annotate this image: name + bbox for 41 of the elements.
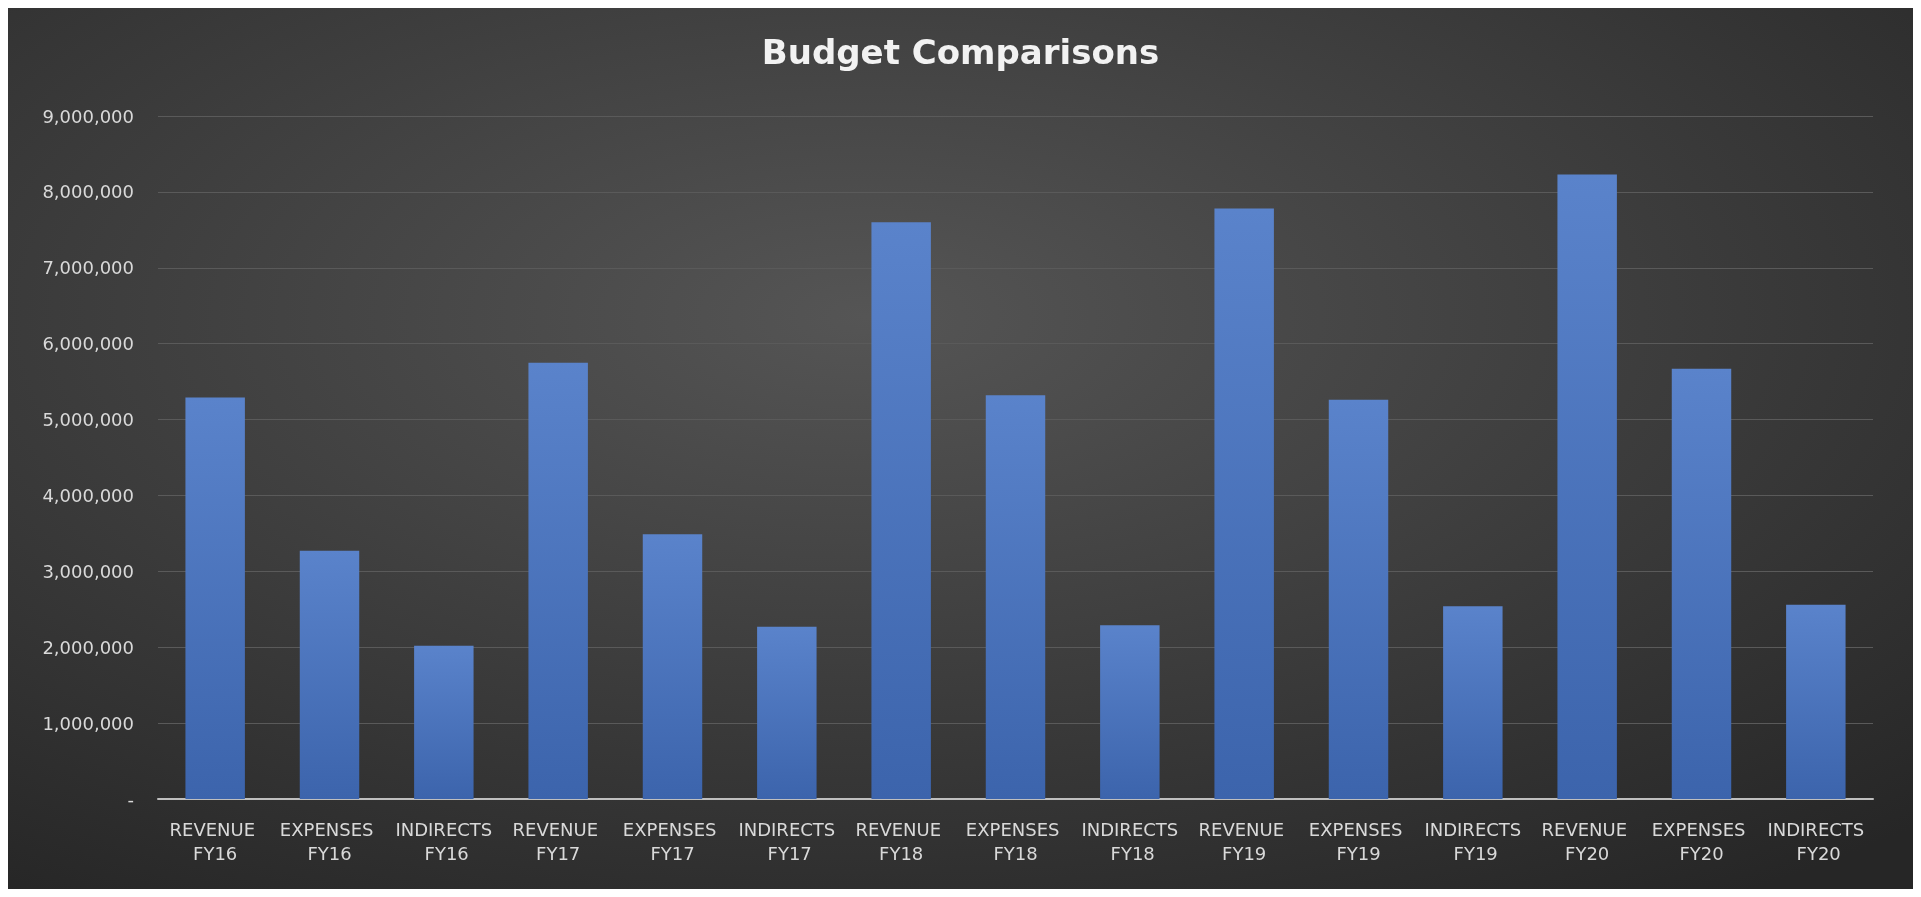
- bar: [414, 645, 474, 799]
- y-tick-label: 7,000,000: [42, 257, 134, 279]
- x-tick-label: REVENUE FY18: [855, 818, 947, 864]
- x-tick-label: REVENUE FY19: [1198, 818, 1290, 864]
- y-tick-label: 1,000,000: [42, 712, 134, 734]
- y-tick-label: 2,000,000: [42, 636, 134, 658]
- y-tick-label: 5,000,000: [42, 409, 134, 431]
- x-tick-label: INDIRECTS FY16: [395, 818, 493, 864]
- bar: [185, 397, 245, 799]
- bar: [299, 550, 360, 799]
- y-tick-label: 3,000,000: [42, 560, 134, 582]
- chart-title: Budget Comparisons: [761, 32, 1160, 72]
- y-tick-label: 9,000,000: [42, 105, 134, 127]
- bar: [1328, 399, 1389, 799]
- x-tick-label: EXPENSES FY19: [1308, 818, 1409, 864]
- x-tick-label: INDIRECTS FY18: [1081, 818, 1179, 864]
- bar: [871, 222, 931, 799]
- y-tick-label: -: [127, 788, 134, 810]
- bar: [528, 362, 588, 799]
- y-tick-label: 4,000,000: [42, 484, 134, 506]
- x-tick-label: EXPENSES FY16: [279, 818, 380, 864]
- bar: [1100, 625, 1160, 799]
- y-tick-label: 8,000,000: [42, 181, 134, 203]
- x-tick-label: EXPENSES FY20: [1651, 818, 1752, 864]
- x-tick-label: INDIRECTS FY17: [738, 818, 836, 864]
- bar: [1557, 174, 1617, 799]
- x-tick-label: INDIRECTS FY20: [1767, 818, 1865, 864]
- bar: [1786, 604, 1846, 799]
- x-tick-label: REVENUE FY17: [512, 818, 604, 864]
- bar: [1671, 368, 1732, 799]
- x-tick-label: INDIRECTS FY19: [1424, 818, 1522, 864]
- bar: [1443, 606, 1503, 799]
- y-tick-label: 6,000,000: [42, 333, 134, 355]
- x-tick-label: REVENUE FY16: [169, 818, 261, 864]
- bar: [757, 626, 817, 799]
- x-tick-label: REVENUE FY20: [1541, 818, 1633, 864]
- bar: [642, 534, 703, 799]
- x-tick-label: EXPENSES FY17: [622, 818, 723, 864]
- bar: [1214, 208, 1274, 799]
- bar: [985, 395, 1046, 799]
- x-tick-label: EXPENSES FY18: [965, 818, 1066, 864]
